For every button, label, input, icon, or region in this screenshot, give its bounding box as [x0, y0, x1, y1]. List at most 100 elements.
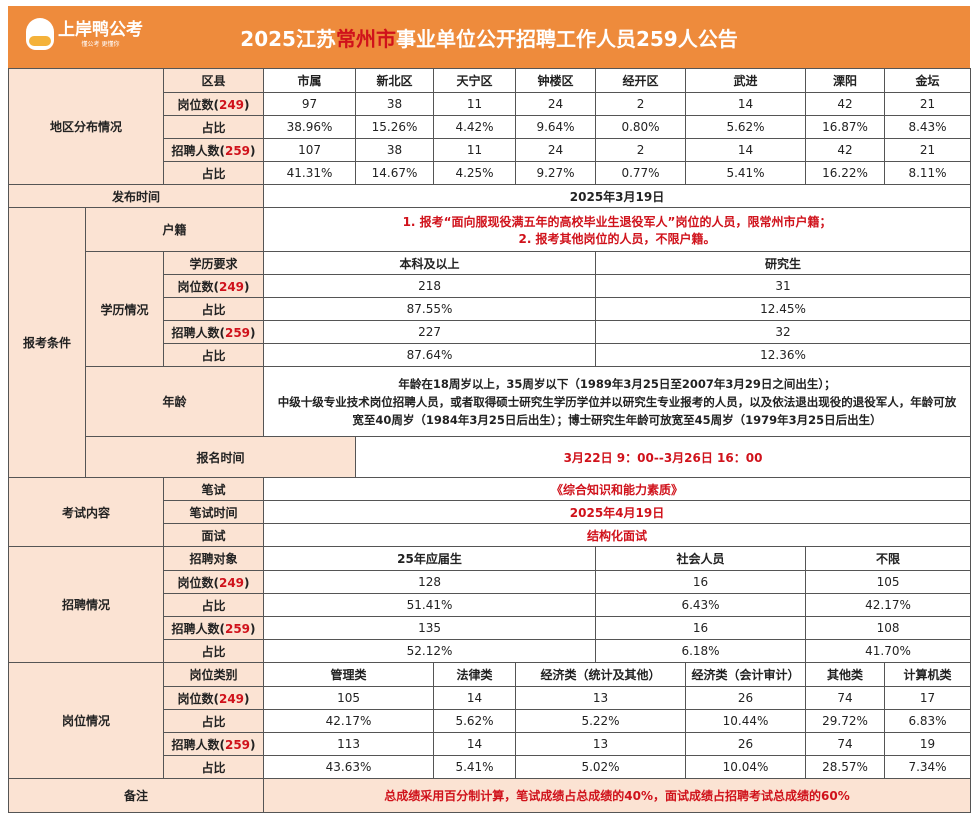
data-cell: 24 [515, 92, 597, 116]
total-count: 259 [224, 621, 251, 636]
row-label: 招聘人数(259) [163, 732, 265, 756]
title-city: 常州市 [335, 26, 396, 51]
row-label: 占比 [163, 161, 265, 185]
publish-date: 2025年3月19日 [263, 184, 972, 208]
data-cell: 87.55% [263, 297, 597, 321]
column-header: 市属 [263, 68, 357, 93]
total-count: 259 [224, 325, 251, 340]
data-cell: 38 [355, 92, 435, 116]
huji-label: 户籍 [84, 207, 265, 252]
total-count: 249 [218, 575, 245, 590]
title-part: 事业单位公开招聘工作人员259人公告 [395, 26, 738, 51]
data-cell: 0.80% [595, 115, 687, 139]
data-cell: 32 [595, 320, 972, 344]
table-row: 岗位数(249) 218 31 [9, 274, 972, 298]
table-row: 报名时间 3月22日 9：00--3月26日 16：00 [9, 436, 972, 478]
data-cell: 41.31% [263, 161, 357, 185]
title-part: 2025江苏 [240, 26, 336, 51]
data-cell: 12.45% [595, 297, 972, 321]
column-header: 经济类（统计及其他） [515, 662, 687, 687]
huji-line: 1. 报考“面向服现役满五年的高校毕业生退役军人”岗位的人员，限常州市户籍； [402, 214, 832, 229]
data-cell: 6.18% [595, 639, 807, 663]
data-cell: 15.26% [355, 115, 435, 139]
data-cell: 74 [805, 686, 886, 710]
data-cell: 42.17% [263, 709, 435, 733]
data-cell: 8.11% [884, 161, 972, 185]
table-row: 岗位情况 岗位类别 管理类 法律类 经济类（统计及其他） 经济类（会计审计） 其他类 计算机类 [7, 662, 972, 779]
section-label: 招聘情况 [7, 546, 165, 663]
column-header: 25年应届生 [263, 546, 597, 571]
data-cell: 11 [433, 92, 517, 116]
huji-requirement: 1. 报考“面向服现役满五年的高校毕业生退役军人”岗位的人员，限常州市户籍； 2.… [263, 207, 972, 252]
data-cell: 9.27% [515, 161, 597, 185]
row-label: 占比 [163, 593, 265, 617]
table-row: 占比 42.17% 5.62% 5.22% 10.44% 29.72% 6.83% [9, 709, 972, 733]
column-header: 其他类 [805, 662, 886, 687]
column-header: 本科及以上 [263, 251, 597, 275]
data-cell: 17 [884, 686, 972, 710]
column-header: 钟楼区 [515, 68, 597, 93]
data-cell: 9.64% [515, 115, 597, 139]
data-cell: 38 [355, 138, 435, 162]
age-label: 年龄 [84, 366, 265, 437]
exam-value: 结构化面试 [263, 523, 972, 547]
data-cell: 42 [805, 92, 886, 116]
note-label: 备注 [7, 778, 265, 813]
exam-value: 2025年4月19日 [263, 500, 972, 524]
data-cell: 7.34% [884, 755, 972, 779]
column-header: 经开区 [595, 68, 687, 93]
page-title: 2025江苏常州市事业单位公开招聘工作人员259人公告 [240, 23, 737, 52]
logo-text: 上岸鸭公考 [58, 19, 143, 40]
data-cell: 128 [263, 570, 597, 594]
row-label: 占比 [163, 639, 265, 663]
total-count: 249 [218, 279, 245, 294]
data-cell: 26 [685, 732, 807, 756]
column-header-label: 区县 [163, 68, 265, 93]
table-row: 占比 51.41% 6.43% 42.17% [9, 593, 972, 617]
table-row: 备注 总成绩采用百分制计算，笔试成绩占总成绩的40%，面试成绩占招聘考试总成绩的6… [7, 778, 972, 813]
data-cell: 4.25% [433, 161, 517, 185]
data-cell: 28.57% [805, 755, 886, 779]
data-cell: 26 [685, 686, 807, 710]
total-count: 259 [224, 737, 251, 752]
total-count: 249 [218, 97, 245, 112]
data-cell: 135 [263, 616, 597, 640]
header-banner: 上岸鸭公考 懂公考 更懂你 2025江苏常州市事业单位公开招聘工作人员259人公… [8, 6, 970, 68]
data-cell: 87.64% [263, 343, 597, 367]
data-cell: 10.04% [685, 755, 807, 779]
column-header-label: 岗位类别 [163, 662, 265, 687]
row-label: 占比 [163, 709, 265, 733]
row-label: 占比 [163, 755, 265, 779]
data-cell: 8.43% [884, 115, 972, 139]
row-label: 岗位数(249) [163, 570, 265, 594]
column-header: 法律类 [433, 662, 517, 687]
data-cell: 16.87% [805, 115, 886, 139]
data-cell: 42 [805, 138, 886, 162]
data-cell: 16 [595, 570, 807, 594]
data-cell: 97 [263, 92, 357, 116]
column-header: 天宁区 [433, 68, 517, 93]
data-cell: 5.41% [433, 755, 517, 779]
table-row: 占比 38.96% 15.26% 4.42% 9.64% 0.80% 5.62% 16.87%… [9, 115, 972, 139]
data-cell: 108 [805, 616, 972, 640]
data-cell: 31 [595, 274, 972, 298]
data-cell: 13 [515, 732, 687, 756]
data-cell: 4.42% [433, 115, 517, 139]
data-cell: 11 [433, 138, 517, 162]
data-cell: 24 [515, 138, 597, 162]
column-header-label: 学历要求 [163, 251, 265, 275]
section-label: 地区分布情况 [7, 68, 165, 185]
column-header: 金坛 [884, 68, 972, 93]
data-cell: 21 [884, 92, 972, 116]
row-label: 岗位数 [177, 575, 214, 590]
table-row: 发布时间 2025年3月19日 [7, 184, 972, 208]
column-header: 溧阳 [805, 68, 886, 93]
data-cell: 14 [685, 138, 807, 162]
table-row: 占比 87.55% 12.45% [9, 297, 972, 321]
section-label: 岗位情况 [7, 662, 165, 779]
data-cell: 14 [433, 686, 517, 710]
data-cell: 16 [595, 616, 807, 640]
table-row: 考试内容 笔试 《综合知识和能力素质》 [7, 477, 972, 547]
row-label: 笔试时间 [163, 500, 265, 524]
data-cell: 10.44% [685, 709, 807, 733]
